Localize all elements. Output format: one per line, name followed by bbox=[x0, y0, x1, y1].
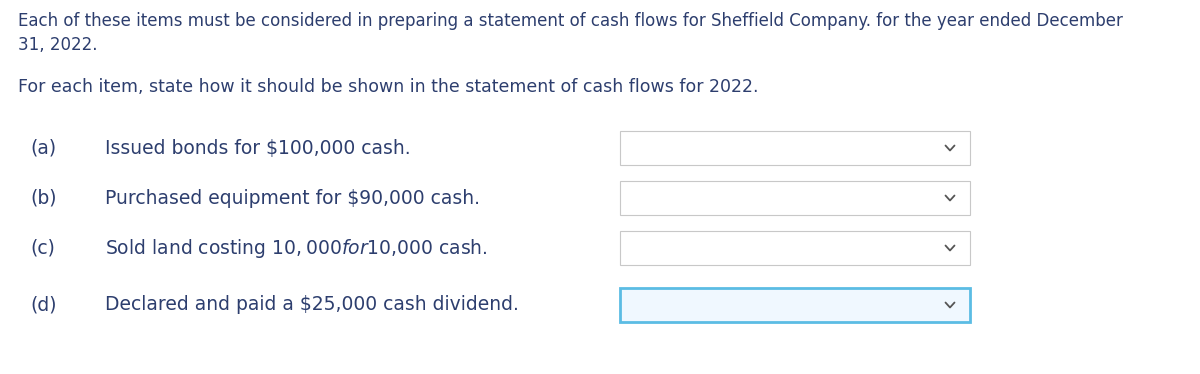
Text: Purchased equipment for $90,000 cash.: Purchased equipment for $90,000 cash. bbox=[106, 188, 480, 208]
Text: (d): (d) bbox=[30, 295, 56, 315]
Text: Declared and paid a $25,000 cash dividend.: Declared and paid a $25,000 cash dividen… bbox=[106, 295, 518, 315]
Bar bbox=[620, 131, 970, 165]
Bar bbox=[620, 288, 970, 322]
Bar bbox=[620, 231, 970, 265]
Text: Issued bonds for $100,000 cash.: Issued bonds for $100,000 cash. bbox=[106, 138, 410, 157]
Bar bbox=[620, 181, 970, 215]
Text: Each of these items must be considered in preparing a statement of cash flows fo: Each of these items must be considered i… bbox=[18, 12, 1123, 30]
Text: For each item, state how it should be shown in the statement of cash flows for 2: For each item, state how it should be sh… bbox=[18, 78, 758, 96]
Text: (b): (b) bbox=[30, 188, 56, 208]
Text: Sold land costing $10,000 for $10,000 cash.: Sold land costing $10,000 for $10,000 ca… bbox=[106, 236, 487, 260]
Text: 31, 2022.: 31, 2022. bbox=[18, 36, 97, 54]
Text: (a): (a) bbox=[30, 138, 56, 157]
Text: (c): (c) bbox=[30, 239, 55, 258]
